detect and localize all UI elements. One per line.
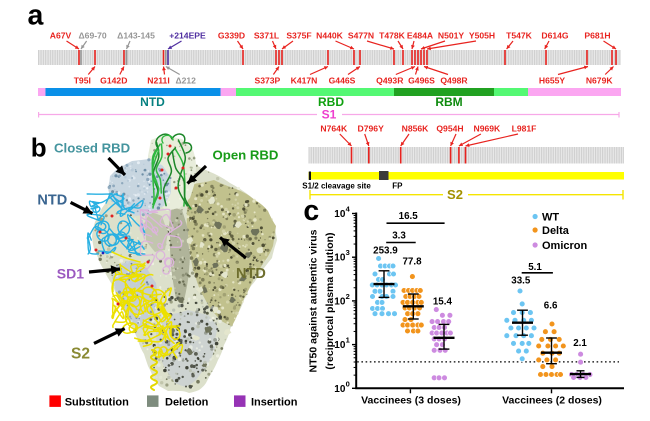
svg-text:a: a — [27, 0, 44, 32]
svg-text:4: 4 — [346, 205, 351, 214]
svg-text:G496S: G496S — [408, 76, 435, 86]
svg-text:T478K: T478K — [379, 31, 406, 41]
svg-text:15.4: 15.4 — [433, 297, 453, 308]
svg-text:G142D: G142D — [100, 76, 127, 86]
svg-text:SD1: SD1 — [57, 266, 84, 282]
svg-text:N969K: N969K — [474, 124, 502, 134]
svg-text:Insertion: Insertion — [251, 397, 298, 409]
svg-text:N501Y: N501Y — [438, 31, 465, 41]
svg-text:P681H: P681H — [584, 31, 610, 41]
svg-text:S371L: S371L — [254, 31, 279, 41]
svg-text:S1: S1 — [322, 108, 337, 122]
svg-text:10: 10 — [334, 209, 346, 220]
svg-text:FP: FP — [392, 182, 403, 191]
svg-text:3: 3 — [346, 248, 350, 257]
svg-text:H655Y: H655Y — [539, 76, 566, 86]
svg-text:Delta: Delta — [542, 225, 570, 237]
svg-text:+214EPE: +214EPE — [169, 31, 206, 41]
svg-text:10: 10 — [334, 384, 346, 395]
svg-text:RBD: RBD — [318, 95, 344, 109]
svg-text:S2: S2 — [447, 187, 463, 202]
svg-text:3.3: 3.3 — [392, 231, 406, 242]
svg-text:10: 10 — [334, 340, 346, 351]
svg-text:253.9: 253.9 — [373, 246, 398, 257]
svg-text:E484A: E484A — [407, 31, 433, 41]
svg-text:5.1: 5.1 — [528, 262, 542, 273]
svg-text:Q493R: Q493R — [376, 76, 404, 86]
svg-text:D796Y: D796Y — [358, 124, 385, 134]
svg-text:6.6: 6.6 — [544, 300, 558, 311]
svg-text:Δ69-70: Δ69-70 — [79, 31, 107, 41]
svg-text:N440K: N440K — [316, 31, 344, 41]
svg-text:2.1: 2.1 — [573, 338, 587, 349]
svg-text:S2: S2 — [71, 346, 90, 363]
svg-text:b: b — [31, 133, 47, 163]
svg-text:S375F: S375F — [286, 31, 311, 41]
svg-text:0: 0 — [346, 379, 350, 388]
svg-text:Closed RBD: Closed RBD — [54, 141, 130, 156]
svg-text:RBM: RBM — [435, 95, 462, 109]
svg-text:WT: WT — [542, 212, 559, 224]
svg-text:16.5: 16.5 — [399, 211, 419, 222]
svg-text:T547K: T547K — [506, 31, 533, 41]
svg-text:Δ212: Δ212 — [175, 76, 196, 86]
svg-text:Q498R: Q498R — [440, 76, 468, 86]
svg-text:N764K: N764K — [320, 124, 348, 134]
svg-text:S373P: S373P — [254, 76, 280, 86]
svg-text:K417N: K417N — [291, 76, 318, 86]
svg-text:N211I: N211I — [147, 76, 169, 86]
svg-text:D614G: D614G — [541, 31, 569, 41]
svg-text:N679K: N679K — [586, 76, 614, 86]
svg-text:G446S: G446S — [329, 76, 356, 86]
svg-text:Substitution: Substitution — [65, 397, 129, 409]
svg-text:10: 10 — [334, 296, 346, 307]
svg-text:NT50 against authentic virus: NT50 against authentic virus — [308, 229, 320, 372]
svg-text:Δ143-145: Δ143-145 — [117, 31, 155, 41]
svg-text:10: 10 — [334, 253, 346, 264]
svg-text:T95I: T95I — [74, 76, 91, 86]
svg-text:N856K: N856K — [402, 124, 430, 134]
svg-text:2: 2 — [346, 292, 350, 301]
svg-text:NTD: NTD — [236, 266, 266, 282]
svg-text:G339D: G339D — [218, 31, 245, 41]
svg-text:Omicron: Omicron — [542, 240, 588, 252]
svg-text:S477N: S477N — [348, 31, 374, 41]
svg-text:NTD: NTD — [37, 192, 67, 208]
svg-text:L981F: L981F — [512, 124, 537, 134]
svg-text:Q954H: Q954H — [436, 124, 463, 134]
svg-text:(reciprocal plasma dilution): (reciprocal plasma dilution) — [324, 232, 336, 369]
svg-text:33.5: 33.5 — [511, 276, 531, 287]
svg-text:77.8: 77.8 — [402, 257, 422, 268]
svg-text:Y505H: Y505H — [469, 31, 495, 41]
svg-text:Open RBD: Open RBD — [213, 147, 279, 162]
svg-text:Deletion: Deletion — [165, 397, 209, 409]
svg-text:Vaccinees (3 doses): Vaccinees (3 doses) — [361, 395, 461, 407]
svg-text:NTD: NTD — [140, 95, 165, 109]
svg-text:Vaccinees (2 doses): Vaccinees (2 doses) — [502, 395, 602, 407]
svg-text:c: c — [303, 195, 319, 227]
svg-text:1: 1 — [346, 336, 350, 345]
svg-text:S1/2 cleavage site: S1/2 cleavage site — [302, 182, 371, 191]
svg-text:A67V: A67V — [50, 31, 72, 41]
